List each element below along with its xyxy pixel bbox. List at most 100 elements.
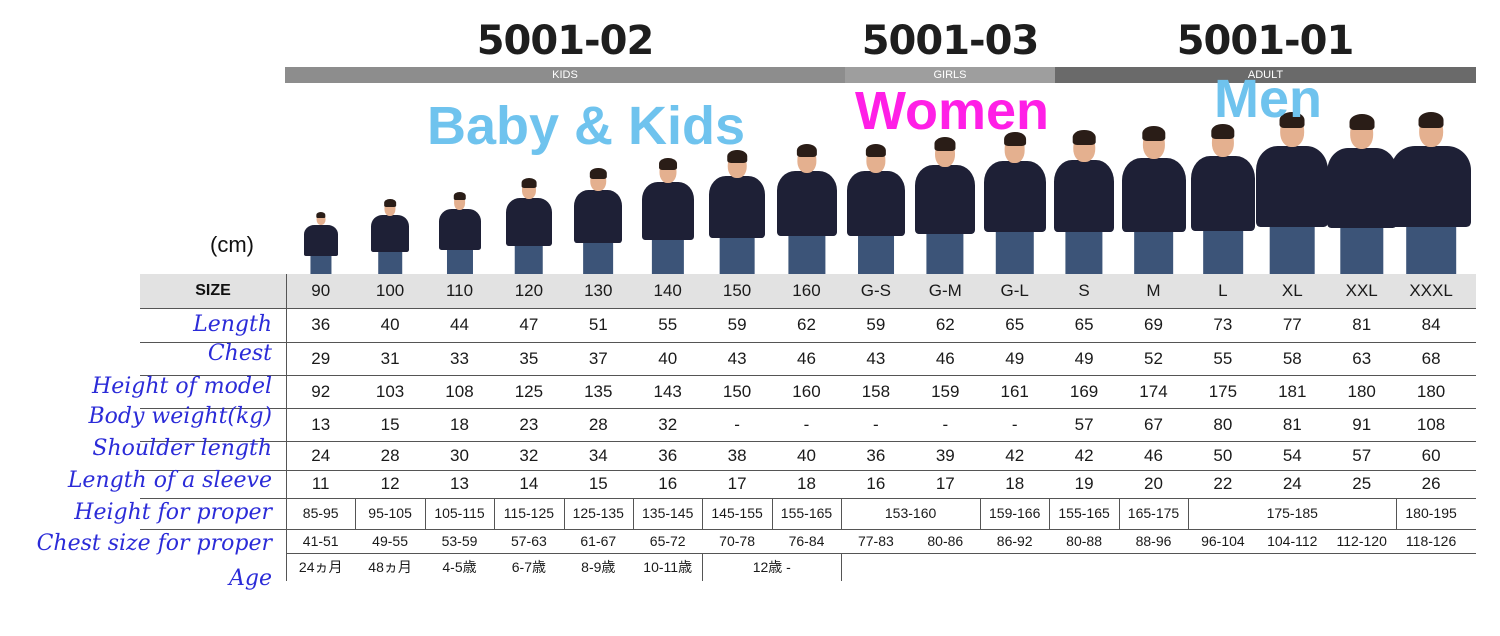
value-cell: 59 [727, 315, 747, 334]
row-label: Age [229, 566, 272, 591]
model-legs [719, 236, 755, 274]
model-figure [371, 199, 410, 274]
size-cell: 140 [653, 281, 682, 300]
size-cell: 90 [311, 281, 331, 300]
age-cell: 10-11歳 [643, 559, 693, 575]
value-cell: 40 [380, 315, 400, 334]
value-cell: 143 [653, 382, 682, 401]
model-shirt [505, 197, 552, 246]
size-cell: M [1146, 281, 1161, 300]
model-figure [505, 178, 552, 274]
value-cell: 40 [658, 349, 678, 368]
model-hair [934, 137, 956, 151]
cell-divider [563, 498, 565, 529]
model-head [453, 193, 466, 210]
model-shirt [776, 171, 837, 237]
value-cell: 158 [861, 382, 891, 401]
model-shirt [371, 214, 410, 253]
model-legs [926, 231, 964, 274]
value-cell: 160 [792, 382, 821, 401]
value-cell: 39 [935, 446, 955, 465]
model-hair [865, 144, 887, 157]
value-cell: 169 [1069, 382, 1099, 401]
value-cell: 18 [797, 474, 816, 493]
value-cell: 65 [1074, 315, 1094, 334]
chest-proper-cell: 77-83 [857, 533, 894, 549]
age-cell: 6-7歳 [511, 559, 546, 575]
model-legs [1203, 228, 1243, 274]
model-head [316, 213, 326, 226]
chest-proper-cell: 70-78 [719, 533, 755, 549]
value-cell: - [803, 415, 810, 434]
model-hair [796, 144, 817, 157]
cell-divider [702, 553, 704, 581]
row-label: Height of model [92, 374, 272, 399]
chest-proper-cell: 76-84 [788, 533, 825, 549]
cell-divider [771, 498, 773, 529]
model-figure [1256, 112, 1329, 274]
value-cell: 29 [311, 349, 331, 368]
value-cell: 42 [1005, 446, 1025, 465]
value-cell: 22 [1213, 474, 1233, 493]
value-cell: 181 [1278, 382, 1307, 401]
value-cell: 108 [445, 382, 474, 401]
value-cell: 125 [514, 382, 544, 401]
model-figure [846, 144, 905, 274]
age-cell: 48ヵ月 [368, 559, 412, 575]
height-proper-cell: 85-95 [302, 505, 339, 521]
value-cell: 150 [722, 382, 752, 401]
size-cell: XXL [1345, 281, 1378, 300]
model-legs [378, 250, 402, 274]
model-legs [1133, 229, 1174, 274]
cell-divider [1049, 498, 1051, 529]
value-cell: 67 [1144, 415, 1163, 434]
value-cell: 161 [1000, 382, 1029, 401]
value-cell: 58 [1282, 349, 1302, 368]
chest-proper-cell: 104-112 [1267, 533, 1318, 549]
product-code-girls: 5001-03 [861, 18, 1040, 64]
model-shirt [1054, 160, 1115, 233]
height-proper-cell: 155-165 [780, 505, 833, 521]
model-shirt [1391, 145, 1472, 227]
category-bar-girls: GIRLS [845, 67, 1055, 83]
height-proper-cell: 95-105 [368, 505, 412, 521]
value-cell: 46 [797, 349, 816, 368]
size-cell: 160 [792, 281, 821, 300]
cell-divider [424, 498, 426, 529]
value-cell: 13 [311, 415, 331, 434]
model-hair [316, 212, 326, 218]
value-cell: 31 [380, 349, 400, 368]
value-cell: 33 [450, 349, 469, 368]
height-proper-cell: 153-160 [884, 505, 937, 521]
size-cell: G-L [1000, 281, 1029, 300]
model-figure [641, 158, 694, 274]
value-cell: 68 [1421, 349, 1441, 368]
model-legs [446, 247, 473, 274]
value-cell: 30 [450, 446, 469, 465]
size-cell: 100 [375, 281, 405, 300]
size-cell: XXXL [1409, 281, 1453, 300]
value-cell: 55 [1213, 349, 1233, 368]
value-cell: 19 [1074, 474, 1094, 493]
value-cell: 34 [588, 446, 608, 465]
model-shirt [641, 182, 694, 241]
value-cell: 49 [1074, 349, 1094, 368]
value-cell: 15 [380, 415, 400, 434]
value-cell: 55 [658, 315, 678, 334]
model-hair [1003, 132, 1026, 146]
chest-proper-cell: 65-72 [649, 533, 686, 549]
value-cell: 91 [1352, 415, 1372, 434]
value-cell: 42 [1074, 446, 1094, 465]
value-cell: 36 [311, 315, 331, 334]
model-head [384, 200, 396, 216]
height-proper-cell: 155-165 [1058, 505, 1110, 521]
value-cell: 51 [588, 315, 608, 334]
row-divider [140, 375, 1476, 376]
model-hair [1279, 112, 1305, 128]
value-cell: 52 [1144, 349, 1163, 368]
size-cell: 150 [722, 281, 752, 300]
value-cell: 40 [797, 446, 816, 465]
model-hair [1349, 114, 1375, 130]
model-figure [1190, 124, 1255, 274]
size-header-label: SIZE [195, 282, 231, 299]
